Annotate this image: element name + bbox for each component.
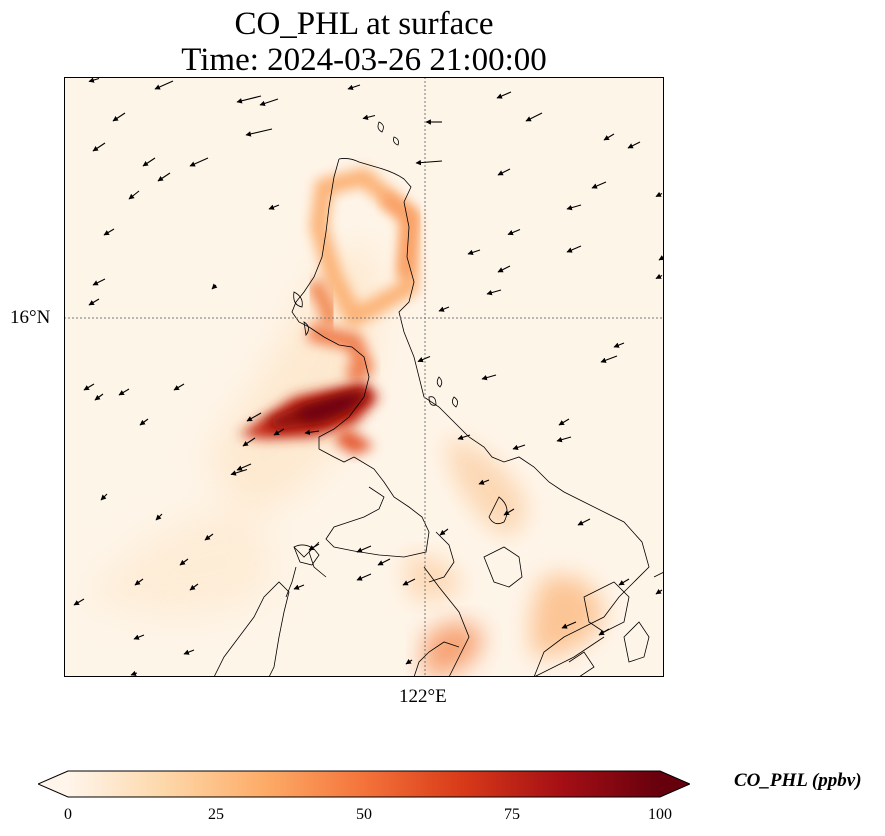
wind-arrow xyxy=(561,621,577,629)
colorbar-gradient xyxy=(68,771,660,797)
wind-arrow xyxy=(591,181,607,189)
wind-arrow xyxy=(467,249,481,256)
wind-arrow xyxy=(293,584,305,590)
wind-arrow xyxy=(100,493,108,501)
wind-arrow xyxy=(83,383,95,391)
latitude-tick-label: 16°N xyxy=(10,307,51,328)
wind-arrow xyxy=(259,98,279,107)
wind-arrow xyxy=(155,513,163,521)
wind-arrow xyxy=(236,95,262,104)
wind-arrow xyxy=(566,245,582,253)
wind-arrow xyxy=(242,437,256,447)
wind-arrow xyxy=(103,228,115,236)
wind-arrow xyxy=(618,578,630,586)
wind-arrow xyxy=(478,479,490,485)
wind-arrow xyxy=(157,172,171,182)
wind-arrow xyxy=(405,658,413,665)
wind-arrow xyxy=(439,528,449,536)
wind-arrow xyxy=(627,141,641,149)
wind-arrow xyxy=(362,114,376,120)
wind-arrow xyxy=(173,383,185,391)
wind-arrow xyxy=(304,429,320,436)
wind-arrow xyxy=(497,168,511,176)
wind-arrow xyxy=(133,634,145,640)
wind-arrow xyxy=(139,418,149,426)
wind-arrow xyxy=(507,228,521,236)
wind-arrow xyxy=(92,278,106,286)
wind-arrow xyxy=(230,468,248,476)
wind-arrow xyxy=(598,628,610,636)
wind-arrow xyxy=(512,444,526,451)
wind-arrow xyxy=(613,342,625,348)
wind-arrow xyxy=(245,128,273,137)
wind-arrow xyxy=(211,283,218,290)
colorbar-tick-25: 25 xyxy=(208,806,224,823)
wind-arrow xyxy=(88,298,100,306)
wind-arrow xyxy=(503,508,515,516)
wind-arrow xyxy=(658,255,664,261)
wind-arrow xyxy=(92,142,106,152)
wind-arrow xyxy=(655,273,663,279)
map-border xyxy=(64,77,664,677)
wind-arrow xyxy=(112,112,126,122)
co-concentration-field xyxy=(84,167,604,677)
wind-arrow xyxy=(655,191,663,197)
wind-arrow xyxy=(183,649,195,655)
colorbar-tick-0: 0 xyxy=(64,806,72,823)
map-time: Time: 2024-03-26 21:00:00 xyxy=(181,42,547,78)
wind-arrow xyxy=(415,159,443,166)
wind-arrow xyxy=(497,265,511,273)
colorbar-max-extension xyxy=(660,771,690,797)
wind-arrow xyxy=(356,545,372,553)
wind-arrow xyxy=(566,204,582,211)
wind-arrow xyxy=(308,543,320,551)
wind-arrow xyxy=(496,91,512,99)
wind-arrow xyxy=(438,306,450,312)
wind-arrow xyxy=(655,588,663,595)
wind-arrow xyxy=(558,418,570,426)
wind-arrow xyxy=(268,204,280,210)
colorbar-tick-75: 75 xyxy=(504,806,520,823)
colorbar-label: CO_PHL (ppbv) xyxy=(734,770,862,791)
wind-arrow xyxy=(204,533,214,541)
colorbar xyxy=(38,770,690,798)
wind-arrow xyxy=(417,355,431,363)
colorbar-tick-50: 50 xyxy=(356,806,372,823)
wind-arrow xyxy=(577,518,591,526)
wind-arrow xyxy=(179,558,189,566)
map-title: CO_PHL at surface xyxy=(234,6,494,42)
wind-arrow xyxy=(603,133,615,141)
wind-arrow xyxy=(154,80,174,90)
wind-arrow xyxy=(130,670,138,677)
wind-arrow xyxy=(118,388,130,396)
wind-arrow xyxy=(377,558,391,566)
wind-arrow xyxy=(246,412,262,422)
wind-arrow xyxy=(94,393,104,401)
wind-arrow xyxy=(402,578,416,586)
colorbar-min-extension xyxy=(38,771,68,797)
wind-arrow xyxy=(556,436,572,443)
wind-arrow xyxy=(142,157,156,167)
wind-arrow xyxy=(347,84,361,91)
colorbar-tick-100: 100 xyxy=(648,806,672,823)
wind-arrow xyxy=(73,598,85,606)
wind-arrow xyxy=(134,578,144,586)
wind-arrow xyxy=(236,463,252,471)
wind-arrow xyxy=(481,374,497,381)
wind-arrow xyxy=(88,77,100,83)
wind-arrow xyxy=(273,428,285,436)
longitude-tick-label: 122°E xyxy=(399,686,447,707)
wind-arrow xyxy=(525,112,543,122)
wind-arrow xyxy=(356,573,372,581)
wind-arrow xyxy=(457,434,471,441)
wind-arrow xyxy=(486,289,502,296)
wind-arrow xyxy=(189,157,209,167)
wind-arrow xyxy=(189,583,199,591)
wind-vectors xyxy=(73,77,664,677)
wind-arrow xyxy=(600,355,618,363)
wind-arrow xyxy=(128,190,140,200)
map-panel xyxy=(64,77,664,677)
